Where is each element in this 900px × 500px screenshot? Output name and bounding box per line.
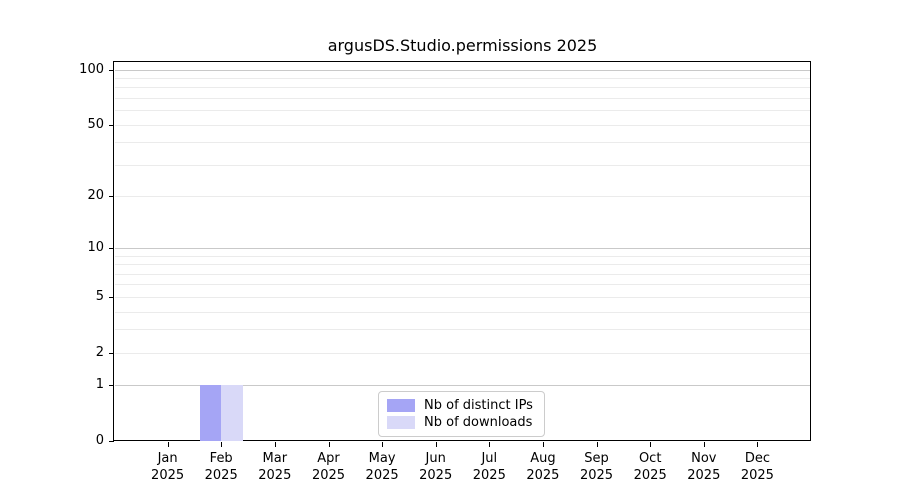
gridline-minor [115,329,810,331]
x-tick-label-line: Apr [317,451,340,466]
x-tick-mark [382,442,384,447]
y-tick-mark [109,441,114,442]
plot-area [113,61,811,441]
gridline-minor [115,78,810,79]
y-tick-label: 0 [95,433,104,448]
x-tick-label: Jan 2025 [141,451,195,484]
gridline-major [115,248,810,249]
x-tick-label-line: Jun [425,451,446,466]
y-tick-label: 50 [87,116,104,132]
x-tick-label-line: Feb [209,451,233,466]
x-tick-label: Oct 2025 [623,451,677,484]
x-tick-label-line: Mar [262,451,288,466]
x-tick-label-line: Oct [638,451,662,466]
x-tick-label-line: 2025 [526,467,560,483]
x-tick-label-line: Nov [691,451,717,466]
gridline-minor [115,296,810,298]
x-tick-label: May 2025 [355,451,409,484]
legend-item-distinct-ips: Nb of distinct IPs [387,397,536,414]
gridline-minor [115,273,810,275]
y-tick-label: 10 [87,240,104,255]
x-tick-mark [542,442,544,447]
gridline-minor [115,110,810,112]
y-tick-label: 20 [87,188,104,203]
y-tick-label: 5 [95,288,104,304]
legend-label-distinct-ips: Nb of distinct IPs [424,398,533,413]
chart-title: argusDS.Studio.permissions 2025 [327,36,598,55]
x-tick-label: Jul 2025 [462,451,516,484]
y-tick-label: 2 [95,344,104,360]
x-tick-label: Jun 2025 [409,451,463,484]
y-tick-mark [109,124,114,126]
gridline-minor [115,87,810,89]
x-tick-mark [435,442,437,447]
y-tick-mark [109,352,114,354]
x-tick-label-line: 2025 [151,467,185,483]
gridline-major [115,385,810,387]
legend-item-downloads: Nb of downloads [387,414,536,431]
x-tick-label-line: 2025 [419,467,453,483]
y-tick-mark [109,385,114,387]
x-tick-label-line: Aug [530,451,556,466]
gridline-minor [115,284,810,286]
x-tick-label: Apr 2025 [302,451,356,484]
legend-swatch-downloads [387,416,415,429]
x-tick-label: Feb 2025 [194,451,248,484]
x-tick-label: Sep 2025 [570,451,624,484]
x-tick-label-line: Jul [481,451,498,466]
gridline-minor [115,311,810,313]
y-tick-mark [109,248,114,249]
x-tick-label-line: 2025 [687,467,721,483]
gridline-minor [115,124,810,126]
x-tick-label-line: 2025 [740,467,774,483]
x-tick-mark [221,442,223,447]
x-tick-mark [596,442,598,447]
x-tick-label-line: Jan [157,451,178,466]
x-tick-label: Aug 2025 [516,451,570,484]
x-tick-label-line: 2025 [365,467,399,483]
x-tick-mark [703,442,705,447]
x-tick-label: Dec 2025 [730,451,784,484]
y-tick-mark [109,296,114,298]
x-tick-label-line: 2025 [311,467,346,483]
x-tick-mark [167,442,169,447]
x-tick-label-line: 2025 [258,467,292,483]
x-tick-label-line: 2025 [633,467,667,483]
gridline-minor [115,352,810,354]
gridline-minor [115,264,810,266]
x-tick-label: Mar 2025 [248,451,302,484]
x-tick-label-line: Sep [584,451,609,466]
x-tick-mark [650,442,652,447]
gridline-minor [115,196,810,197]
gridline-minor [115,142,810,144]
gridline-minor [115,255,810,257]
x-tick-label-line: May [368,451,396,466]
y-tick-label: 1 [95,377,104,393]
x-tick-label-line: Dec [744,451,770,466]
x-tick-mark [489,442,491,447]
x-tick-mark [328,442,330,447]
gridline-minor [115,164,810,166]
gridline-minor [115,98,810,99]
x-tick-label-line: 2025 [579,467,614,483]
bar-distinct-ips [199,385,222,441]
y-tick-mark [109,69,114,71]
gridline-major [115,69,810,71]
bar-downloads [221,385,243,441]
x-tick-label: Nov 2025 [677,451,731,484]
x-tick-label-line: 2025 [204,467,238,483]
x-tick-mark [757,442,759,447]
x-tick-label-line: 2025 [472,467,506,483]
legend-label-downloads: Nb of downloads [424,415,533,430]
y-tick-mark [109,196,114,197]
y-tick-label: 100 [79,61,104,77]
legend: Nb of distinct IPs Nb of downloads [378,391,545,437]
legend-swatch-distinct-ips [387,399,415,412]
x-tick-mark [274,442,276,447]
